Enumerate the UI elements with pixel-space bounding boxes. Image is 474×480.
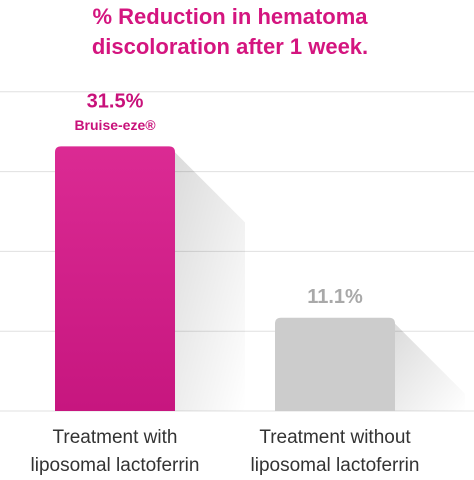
bar-shadow bbox=[395, 323, 465, 411]
bar-shadow bbox=[175, 152, 245, 411]
value-label: 31.5% bbox=[87, 91, 144, 113]
chart-title: % Reduction in hematoma discoloration af… bbox=[91, 4, 369, 59]
x-tick-label: Treatment with liposomal lactoferrin bbox=[30, 427, 200, 476]
bar bbox=[275, 317, 395, 411]
annotation: Bruise-eze® bbox=[74, 117, 156, 133]
value-label: 11.1% bbox=[307, 286, 363, 308]
bar-gradient bbox=[55, 146, 175, 411]
x-tick-label: Treatment without liposomal lactoferrin bbox=[250, 427, 420, 476]
